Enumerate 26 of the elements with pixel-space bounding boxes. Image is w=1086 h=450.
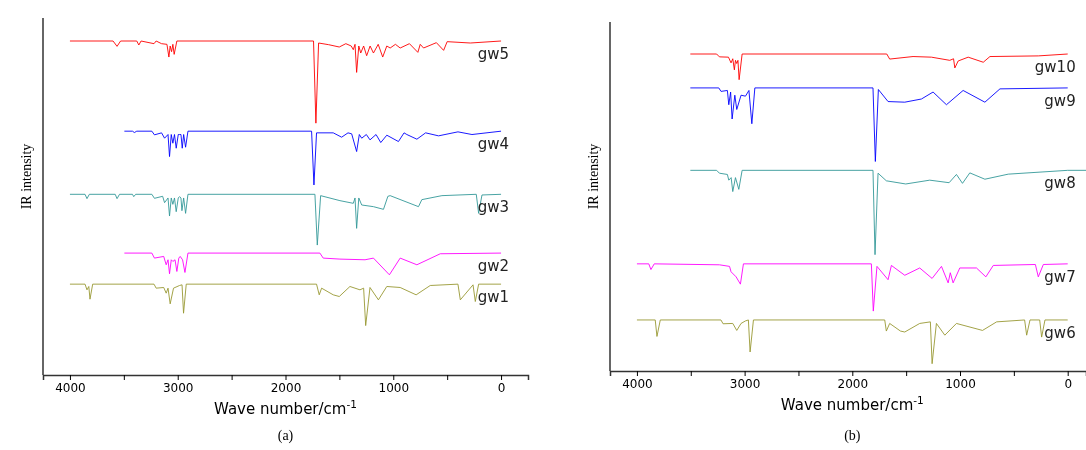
- series-label: gw9: [1044, 91, 1076, 110]
- series-label: gw5: [477, 45, 510, 63]
- x-tick-label: 2000: [270, 380, 302, 395]
- x-tick-label: 2000: [837, 376, 869, 391]
- x-tick-label: 3000: [729, 376, 761, 391]
- x-tick-label: 1000: [945, 376, 976, 391]
- y-axis-title: IR intensity: [586, 143, 601, 210]
- series-label: gw10: [1034, 58, 1076, 76]
- x-tick-label: 4000: [622, 376, 653, 391]
- x-tick-label: 4000: [55, 380, 86, 395]
- x-tick-label: 3000: [162, 380, 194, 395]
- x-tick-label: 1000: [378, 380, 410, 395]
- series-label: gw8: [1044, 174, 1076, 193]
- text: (a): [277, 428, 294, 444]
- x-tick-label: 0: [1064, 376, 1073, 391]
- series-label: gw7: [1044, 267, 1076, 286]
- text: (b): [844, 428, 861, 444]
- x-tick-label: 0: [497, 380, 506, 395]
- series-label: gw3: [477, 198, 510, 217]
- series-label: gw4: [477, 135, 510, 154]
- series-label: gw2: [477, 257, 510, 276]
- x-axis-title: Wave number/cm$^{-1}$: [780, 394, 924, 414]
- series-label: gw6: [1044, 323, 1076, 342]
- series-label: gw1: [477, 288, 510, 307]
- x-axis-title: Wave number/cm$^{-1}$: [214, 398, 357, 418]
- y-axis-title: IR intensity: [19, 143, 34, 210]
